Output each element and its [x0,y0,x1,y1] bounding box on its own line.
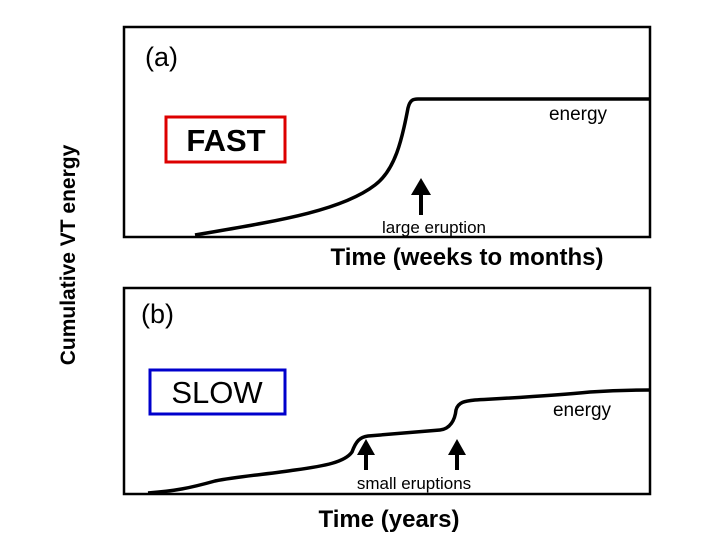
large-eruption-arrow [411,178,431,215]
panel-a-label: (a) [145,42,178,72]
small-eruption-arrow-2 [448,439,466,470]
large-eruption-label: large eruption [382,218,486,237]
small-eruption-arrow-1 [357,439,375,470]
panel-a: (a) FAST energy large eruption Time (wee… [124,27,650,271]
slow-energy-label: energy [553,400,612,421]
fast-label: FAST [186,123,265,158]
panel-b: (b) SLOW energy small eruptions Time (ye… [124,288,650,533]
small-eruptions-label: small eruptions [357,474,471,493]
fast-energy-label: energy [549,104,608,125]
panel-b-x-axis-label: Time (years) [319,506,460,533]
panel-b-label: (b) [141,299,174,329]
y-axis-label: Cumulative VT energy [57,144,80,365]
slow-label: SLOW [171,375,263,410]
panel-a-x-axis-label: Time (weeks to months) [331,244,604,271]
